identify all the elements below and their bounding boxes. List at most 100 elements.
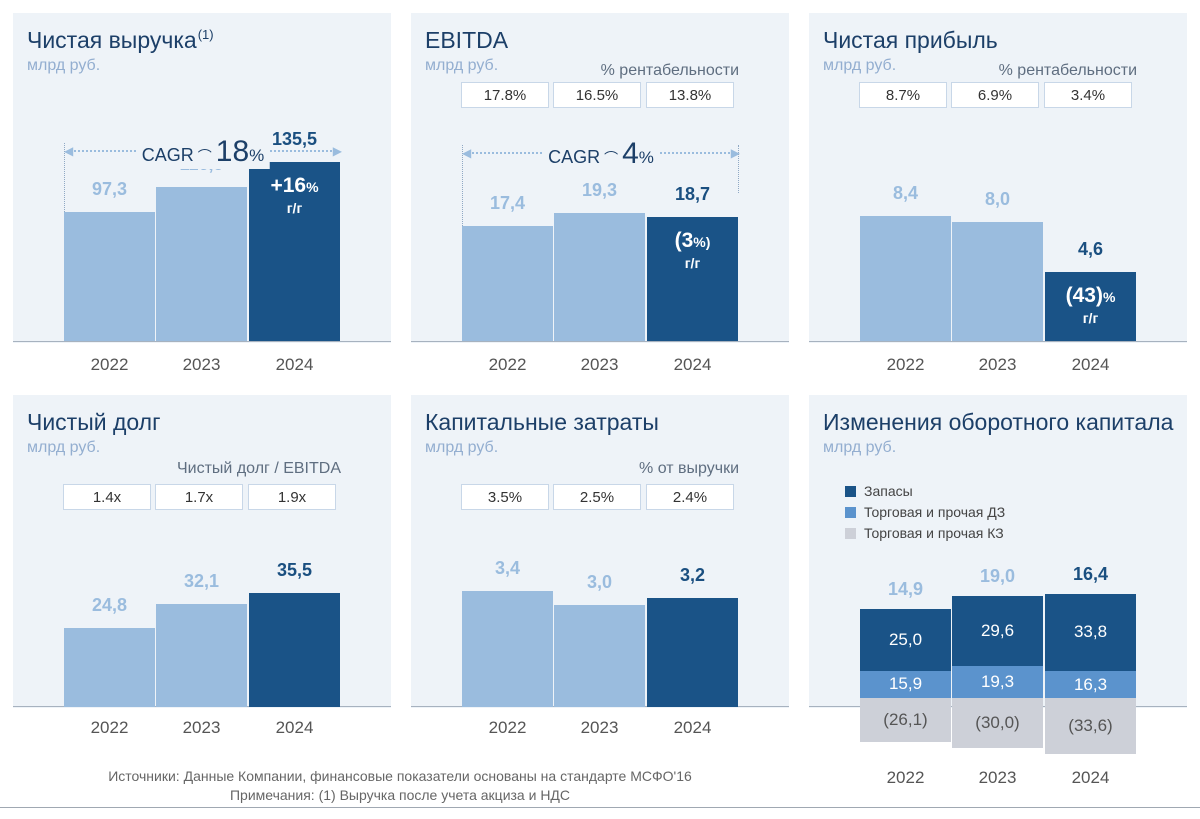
net-debt-title-text: Чистый долг <box>27 409 161 435</box>
net-profit-unit: млрд руб. <box>823 57 897 74</box>
ebitda-cagr-text: CAGR ⌒ 4% <box>543 137 659 171</box>
net-profit-bar-2024 <box>1045 272 1136 341</box>
net-revenue-xlabel-2024: 2024 <box>275 355 314 374</box>
ebitda-ratio-2023: 16.5% <box>553 82 641 108</box>
net-profit-growth-value: (43) <box>1065 284 1103 308</box>
legend-inventory-label: Запасы <box>864 483 913 499</box>
net-revenue-baseline <box>13 341 391 342</box>
legend-inventory: Запасы <box>845 483 913 499</box>
ebitda-cagr-arrow-left: ◀ <box>462 146 472 160</box>
wc-inventory-2023: 29,6 <box>952 595 1043 666</box>
working-capital-unit: млрд руб. <box>823 439 897 456</box>
wc-payables-2024: (33,6) <box>1045 698 1136 755</box>
wc-payables-2023: (30,0) <box>952 698 1043 749</box>
ebitda-value-2022: 17,4 <box>489 193 526 214</box>
working-capital-title-text: Изменения оборотного капитала <box>823 409 1174 435</box>
net-revenue-xlabel-2022: 2022 <box>90 355 129 374</box>
net-debt-bar-2022 <box>64 627 155 707</box>
ebitda-ratio-label: % рентабельности <box>600 62 739 79</box>
ebitda-value-2023: 19,3 <box>581 180 618 201</box>
capex-bar-2023 <box>554 604 645 707</box>
ebitda-title-text: EBITDA <box>425 27 509 53</box>
net-debt-ratio-2023: 1.7x <box>155 484 243 510</box>
net-profit-xlabel-2023: 2023 <box>978 355 1017 374</box>
net-profit-ratio-2022: 8.7% <box>859 82 947 108</box>
working-capital-title: Изменения оборотного капитала <box>823 409 1173 436</box>
net-profit-bar-2023 <box>952 221 1043 341</box>
net-debt-xlabel-2024: 2024 <box>275 718 314 737</box>
legend-receivables: Торговая и прочая ДЗ <box>845 504 1005 520</box>
ebitda-xlabel-2023: 2023 <box>580 355 619 374</box>
ebitda-growth-label: (3%) г/г <box>648 229 738 271</box>
net-revenue-value-2024: 135,5 <box>271 128 318 149</box>
capex-value-2024: 3,2 <box>679 565 706 586</box>
capex-xlabel-2022: 2022 <box>488 718 527 737</box>
legend-receivables-label: Торговая и прочая ДЗ <box>864 504 1006 520</box>
ebitda-cagr-guide-left <box>462 145 463 227</box>
net-revenue-bar-2022 <box>64 212 155 341</box>
ebitda-bar-2022 <box>462 226 553 341</box>
ebitda-ratio-2022: 17.8% <box>461 82 549 108</box>
capex-bar-2024 <box>647 598 738 707</box>
wc-inventory-2024: 33,8 <box>1045 593 1136 671</box>
net-debt-ratio-2024: 1.9x <box>248 484 336 510</box>
net-revenue-cagr-label: CAGR <box>141 145 194 165</box>
net-profit-value-2023: 8,0 <box>984 188 1011 209</box>
net-profit-title-text: Чистая прибыль <box>823 27 998 53</box>
wc-receivables-2024: 16,3 <box>1045 670 1136 698</box>
net-revenue-cagr-symbol: ⌒ <box>197 148 212 164</box>
ebitda-bar-2024 <box>647 217 738 341</box>
net-profit-value-2024: 4,6 <box>1077 239 1104 260</box>
net-debt-ratio-2022: 1.4x <box>63 484 151 510</box>
panel-net-revenue: Чистая выручка(1) млрд руб. 2022 2023 2024 97… <box>13 13 391 374</box>
net-profit-ratio-label: % рентабельности <box>998 62 1137 79</box>
capex-value-2022: 3,4 <box>494 558 521 579</box>
capex-xlabel-2024: 2024 <box>673 718 712 737</box>
ebitda-cagr-symbol: ⌒ <box>604 150 619 166</box>
net-revenue-bar-2023 <box>156 186 247 341</box>
net-revenue-value-2022: 97,3 <box>91 179 128 200</box>
capex-ratio-2022: 3.5% <box>461 484 549 510</box>
ebitda-value-2024: 18,7 <box>674 184 711 205</box>
net-profit-xlabel-2022: 2022 <box>886 355 925 374</box>
ebitda-bar-2023 <box>554 213 645 341</box>
capex-xlabel-2023: 2023 <box>580 718 619 737</box>
panel-net-debt: Чистый долг млрд руб. Чистый долг / EBITDA… <box>13 395 391 737</box>
net-revenue-cagr-text: CAGR ⌒ 18% <box>136 135 270 169</box>
net-profit-growth-suffix: г/г <box>1082 310 1099 327</box>
footer-sources: Источники: Данные Компании, финансовые п… <box>108 768 692 784</box>
working-capital-xlabel-2023: 2023 <box>978 768 1017 787</box>
wc-payables-2022: (26,1) <box>860 698 951 742</box>
ebitda-xlabel-2024: 2024 <box>673 355 712 374</box>
capex-title-text: Капитальные затраты <box>425 409 659 435</box>
net-debt-bar-2024 <box>249 593 340 707</box>
net-debt-unit: млрд руб. <box>27 439 101 456</box>
panel-ebitda: EBITDA млрд руб. % рентабельности 17.8% 16.5… <box>411 13 789 374</box>
net-revenue-unit: млрд руб. <box>27 57 101 74</box>
ebitda-growth-value: (3 <box>674 229 694 253</box>
ebitda-cagr-label: CAGR <box>548 147 601 167</box>
net-revenue-cagr-guide-left <box>64 143 65 213</box>
ebitda-growth-suffix: г/г <box>684 255 701 272</box>
net-revenue-growth-value: +16 <box>270 173 307 197</box>
panel-net-profit: Чистая прибыль млрд руб. % рентабельности 8… <box>809 13 1187 374</box>
legend-inventory-swatch <box>845 486 856 497</box>
net-revenue-title-text: Чистая выручка <box>27 27 197 53</box>
ebitda-baseline <box>411 341 789 342</box>
ebitda-ratio-2024: 13.8% <box>646 82 734 108</box>
legend-payables: Торговая и прочая КЗ <box>845 525 1004 541</box>
net-debt-value-2022: 24,8 <box>91 594 128 615</box>
footer-divider <box>0 807 1200 808</box>
net-profit-ratio-2023: 6.9% <box>951 82 1039 108</box>
capex-value-2023: 3,0 <box>586 571 613 592</box>
wc-receivables-2023: 19,3 <box>952 665 1043 698</box>
net-revenue-title-note: (1) <box>197 27 214 42</box>
ebitda-cagr-value: 4 <box>622 137 639 170</box>
net-revenue-cagr-unit: % <box>249 146 265 165</box>
net-debt-ratio-label: Чистый долг / EBITDA <box>177 460 341 477</box>
legend-receivables-swatch <box>845 507 856 518</box>
wc-total-2022: 14,9 <box>887 579 924 600</box>
net-debt-bar-2023 <box>156 604 247 707</box>
working-capital-xlabel-2022: 2022 <box>886 768 925 787</box>
net-revenue-growth-suffix: г/г <box>286 199 303 216</box>
